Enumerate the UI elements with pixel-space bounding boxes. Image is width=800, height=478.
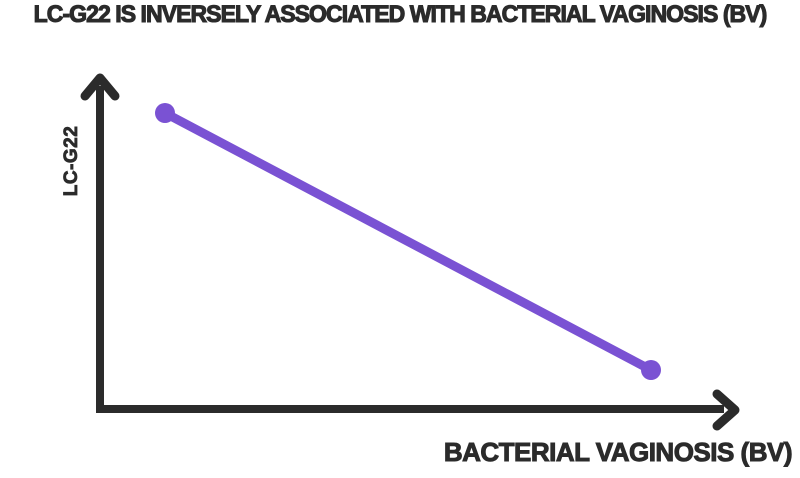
data-series: [155, 103, 661, 380]
chart-title: LC-G22 IS INVERSELY ASSOCIATED WITH BACT…: [33, 0, 768, 28]
y-axis: [80, 73, 120, 413]
x-axis-label: BACTERIAL VAGINOSIS (BV): [443, 437, 793, 468]
x-axis-arrowhead-icon: [712, 389, 740, 431]
data-point: [641, 360, 661, 380]
data-point: [155, 103, 175, 123]
trend-line: [160, 108, 656, 375]
x-axis: [96, 389, 740, 431]
y-axis-arrowhead-icon: [80, 73, 120, 101]
